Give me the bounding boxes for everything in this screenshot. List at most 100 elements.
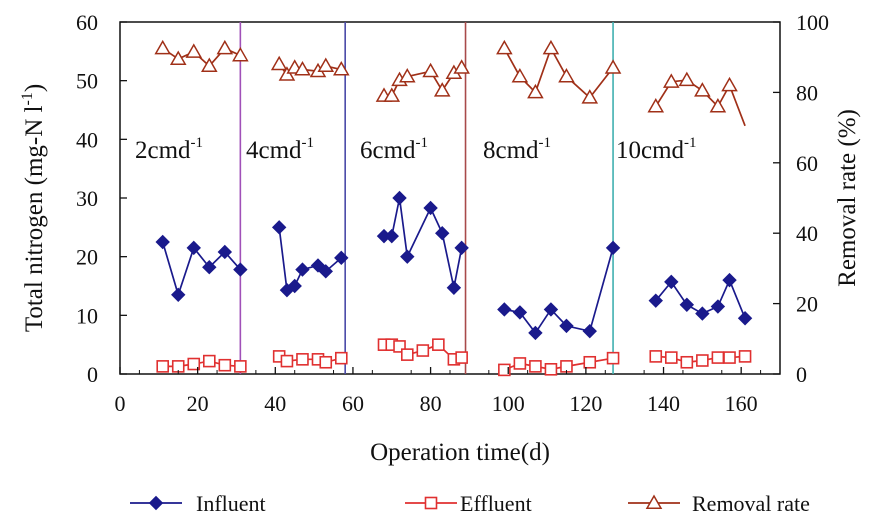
legend-label: Removal rate <box>692 491 810 516</box>
data-point <box>155 234 170 250</box>
data-point <box>721 76 738 92</box>
x-tick-label: 60 <box>342 391 364 416</box>
data-point <box>218 358 232 372</box>
y-right-tick-label: 80 <box>796 80 818 105</box>
data-point <box>186 240 201 256</box>
series-influent <box>155 190 753 341</box>
data-point <box>710 299 726 314</box>
data-point <box>696 354 709 367</box>
data-point <box>582 323 597 339</box>
data-point <box>333 61 350 76</box>
data-point <box>296 353 309 366</box>
data-point <box>280 354 294 368</box>
y-left-tick-label: 20 <box>76 245 98 270</box>
data-point <box>317 57 335 72</box>
data-point <box>723 351 736 364</box>
data-point <box>393 340 406 353</box>
phase-label: 6cmd-1 <box>360 135 428 164</box>
data-point <box>722 272 737 288</box>
data-point <box>318 264 333 279</box>
data-point <box>583 355 597 369</box>
legend-item: Removal rate <box>628 491 810 516</box>
data-point <box>392 190 407 206</box>
data-point <box>559 318 574 334</box>
data-point <box>187 357 201 371</box>
x-tick-label: 20 <box>187 391 209 416</box>
data-point <box>432 338 445 351</box>
data-point <box>201 57 218 72</box>
series-line <box>384 197 463 288</box>
data-point <box>529 360 542 373</box>
data-point <box>558 68 575 83</box>
data-point <box>202 354 216 368</box>
x-tick-label: 80 <box>420 391 442 416</box>
data-point <box>581 89 599 104</box>
data-point <box>664 351 678 364</box>
x-tick-label: 100 <box>492 391 525 416</box>
data-point <box>512 305 528 320</box>
y-left-tick-label: 50 <box>76 69 98 94</box>
phase-label: 4cmd-1 <box>246 135 314 164</box>
data-point <box>270 55 288 71</box>
data-point <box>423 200 438 216</box>
data-point <box>737 311 753 326</box>
y-right-tick-label: 40 <box>796 221 818 246</box>
data-point <box>287 278 302 294</box>
data-point <box>400 348 414 361</box>
data-point <box>544 363 558 376</box>
data-point <box>169 50 187 65</box>
phase-label: 10cmd-1 <box>616 135 697 164</box>
y-left-axis-title: Total nitrogen (mg-N l-1) <box>19 84 48 332</box>
x-tick-label: 120 <box>569 391 602 416</box>
data-point <box>496 39 513 55</box>
data-point <box>234 360 247 373</box>
data-point <box>498 363 511 377</box>
data-point <box>334 250 349 266</box>
data-point <box>527 83 544 99</box>
x-tick-label: 40 <box>264 391 286 416</box>
data-point <box>664 274 679 290</box>
data-point <box>383 87 401 102</box>
data-point <box>497 302 512 317</box>
y-left-tick-label: 10 <box>76 303 98 328</box>
data-point <box>171 287 186 303</box>
legend-item: Effluent <box>405 491 532 516</box>
data-point <box>695 306 710 321</box>
legend-item: Influent <box>130 491 266 516</box>
data-point <box>319 355 333 369</box>
legend-marker <box>148 495 164 511</box>
data-point <box>278 66 296 81</box>
data-point <box>422 62 439 78</box>
legend-marker <box>645 494 663 509</box>
legend-label: Effluent <box>460 491 532 516</box>
data-point <box>233 262 248 277</box>
data-point <box>416 344 430 357</box>
y-right-axis-title: Removal rate (%) <box>834 109 861 287</box>
data-point <box>604 59 622 74</box>
data-point <box>399 68 416 83</box>
data-point <box>663 73 680 88</box>
y-left-tick-label: 40 <box>76 127 98 152</box>
data-point <box>513 357 527 370</box>
data-point <box>649 350 663 363</box>
data-point <box>542 39 560 55</box>
data-point <box>680 355 694 369</box>
data-point <box>605 240 621 256</box>
data-point <box>528 325 543 341</box>
legend-marker <box>424 496 438 510</box>
data-point <box>711 351 725 364</box>
y-left-tick-label: 30 <box>76 186 98 211</box>
data-point <box>678 71 696 87</box>
data-point <box>455 351 468 364</box>
data-point <box>217 244 233 260</box>
y-right-tick-label: 60 <box>796 151 818 176</box>
data-point <box>606 351 620 365</box>
data-point <box>384 228 399 244</box>
data-point <box>435 225 450 241</box>
data-point <box>453 59 470 74</box>
data-point <box>294 61 311 76</box>
data-point <box>738 350 752 363</box>
phase-label: 8cmd-1 <box>483 135 551 164</box>
x-tick-label: 140 <box>647 391 680 416</box>
